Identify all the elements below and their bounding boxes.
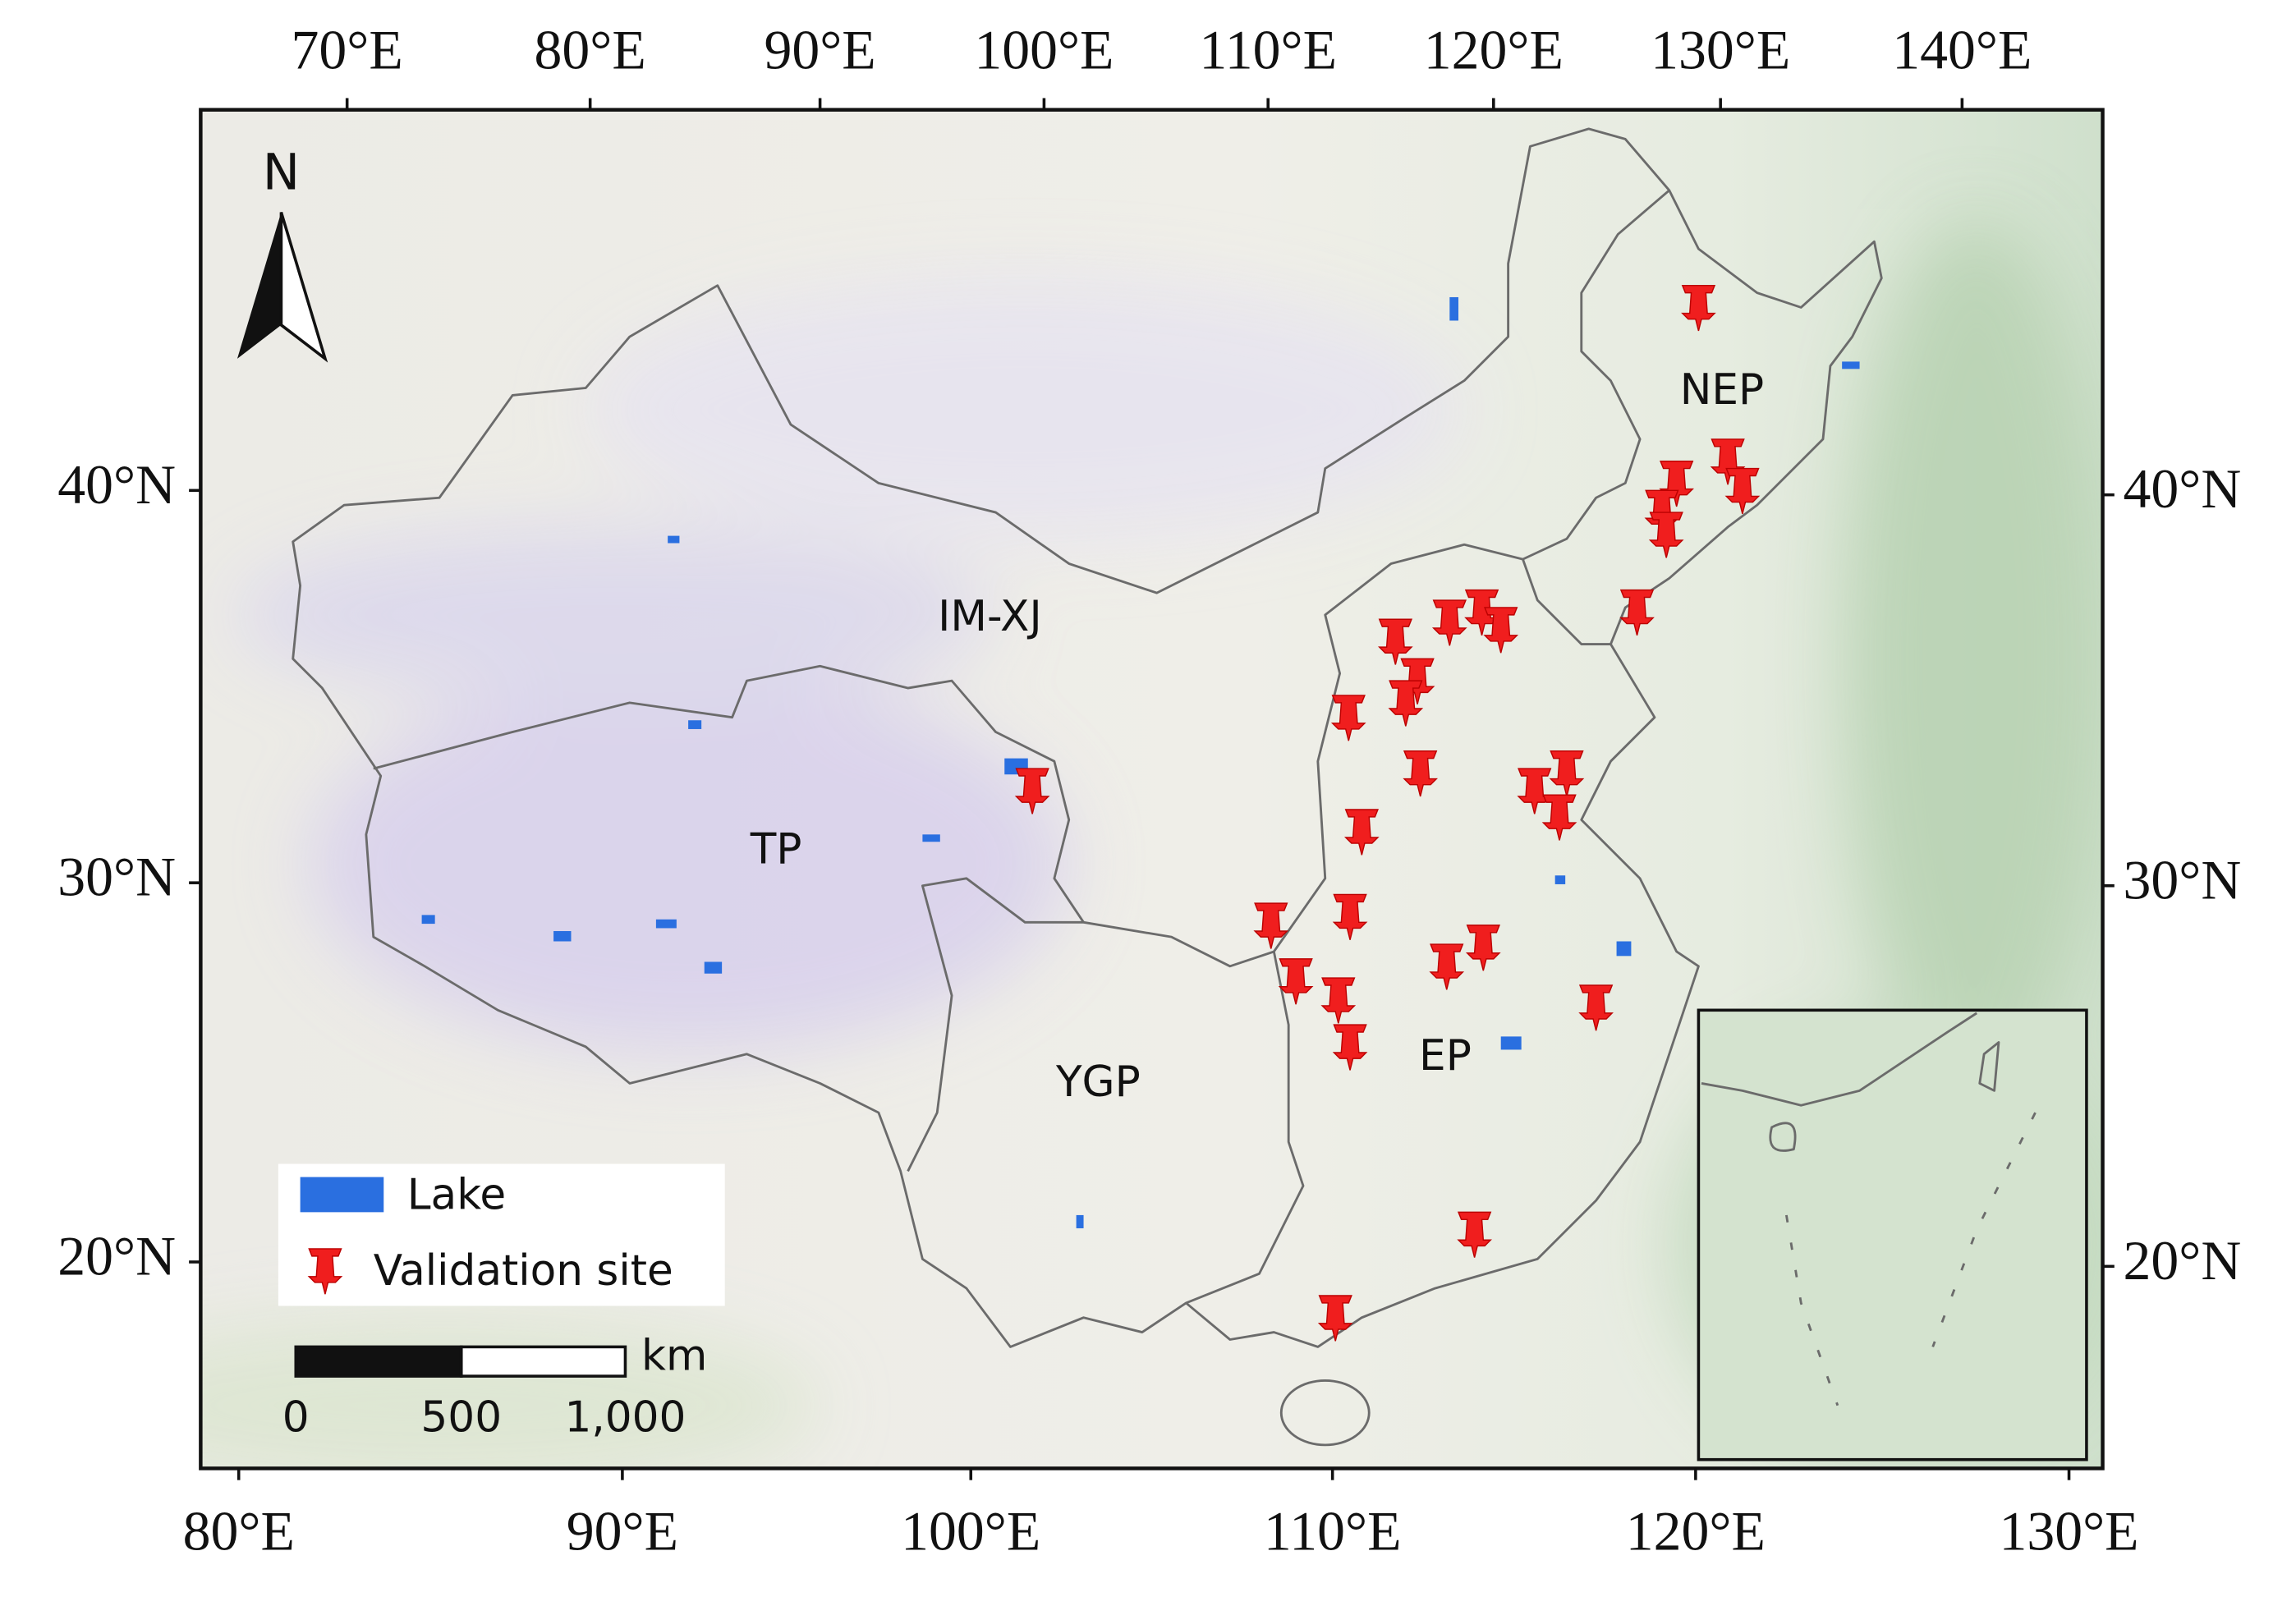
top-axis-label: 120°E [1424, 19, 1564, 80]
bottom-axis-label: 120°E [1626, 1501, 1766, 1562]
region-label: NEP [1680, 365, 1765, 415]
left-axis-label: 30°N [57, 847, 176, 908]
graticule-labels: 70°E 80°E 90°E 100°E 110°E 120°E 130°E 140°E 80°… [57, 19, 2241, 1562]
inset-map [1697, 1008, 2088, 1461]
lake [1076, 1214, 1084, 1228]
inset-island [1769, 1122, 1797, 1152]
region-boundary [1522, 189, 1670, 561]
north-label: N [263, 145, 300, 202]
region-label: TP [750, 825, 802, 874]
right-axis-label: 40°N [2124, 458, 2242, 520]
top-axis-label: 80°E [535, 19, 646, 80]
inset-boundary [1785, 1112, 2037, 1406]
region-label: YGP [1055, 1058, 1141, 1107]
scale-segment [294, 1345, 463, 1378]
lake [688, 720, 702, 729]
bottom-axis-label: 80°E [183, 1501, 295, 1562]
arrow-left [236, 212, 282, 359]
right-axis-label: 30°N [2124, 849, 2242, 911]
top-axis-label: 70°E [292, 19, 403, 80]
top-axis-label: 140°E [1892, 19, 2032, 80]
legend: Lake Validation site [278, 1163, 725, 1306]
scale-label: 500 [420, 1393, 502, 1443]
legend-label: Lake [407, 1171, 506, 1220]
scale-label: 1,000 [564, 1393, 686, 1443]
hainan-outline [1279, 1379, 1371, 1447]
bottom-axis-label: 110°E [1264, 1501, 1402, 1562]
lake [421, 915, 435, 925]
region-boundary [907, 877, 1084, 1172]
inset-frame [1697, 1008, 2088, 1461]
scale-bar: km 0 500 1,000 [282, 1332, 708, 1443]
right-axis-label: 20°N [2124, 1230, 2242, 1292]
arrow-right [279, 212, 328, 363]
bottom-axis-label: 90°E [567, 1501, 678, 1562]
top-axis-label: 110°E [1199, 19, 1337, 80]
lake [655, 919, 677, 929]
scale-label: 0 [282, 1393, 310, 1443]
lake [553, 931, 572, 942]
region-label: EP [1419, 1031, 1472, 1081]
left-axis-label: 40°N [57, 454, 176, 516]
china-outline [292, 127, 1883, 1348]
inset-island [1978, 1041, 2000, 1092]
region-boundary [1083, 920, 1305, 1305]
lake [1842, 361, 1860, 369]
legend-lake-swatch [300, 1177, 384, 1213]
region-boundary [373, 664, 1085, 924]
top-axis-label: 90°E [764, 19, 875, 80]
legend-label: Validation site [374, 1246, 673, 1296]
left-axis-label: 20°N [57, 1226, 176, 1287]
lake [1616, 941, 1632, 957]
lakes [421, 296, 1860, 1228]
top-axis-label: 130°E [1651, 19, 1790, 80]
lake [1554, 875, 1566, 884]
region-boundary [1273, 543, 1611, 952]
region-labels: NEP IM-XJ TP YGP EP [750, 365, 1764, 1107]
map-frame [199, 108, 2105, 1471]
lake [922, 834, 940, 842]
bottom-axis-label: 100°E [901, 1501, 1040, 1562]
lake [704, 961, 723, 974]
lake [1449, 296, 1459, 321]
inset-coast [1701, 1012, 1977, 1107]
scale-unit: km [641, 1332, 707, 1381]
north-arrow: N [236, 145, 328, 363]
lake [668, 535, 680, 544]
scale-segment [459, 1345, 627, 1378]
top-axis-label: 100°E [974, 19, 1114, 80]
bottom-axis-label: 130°E [1999, 1501, 2138, 1562]
lake [1500, 1036, 1522, 1050]
region-label: IM-XJ [938, 592, 1042, 641]
